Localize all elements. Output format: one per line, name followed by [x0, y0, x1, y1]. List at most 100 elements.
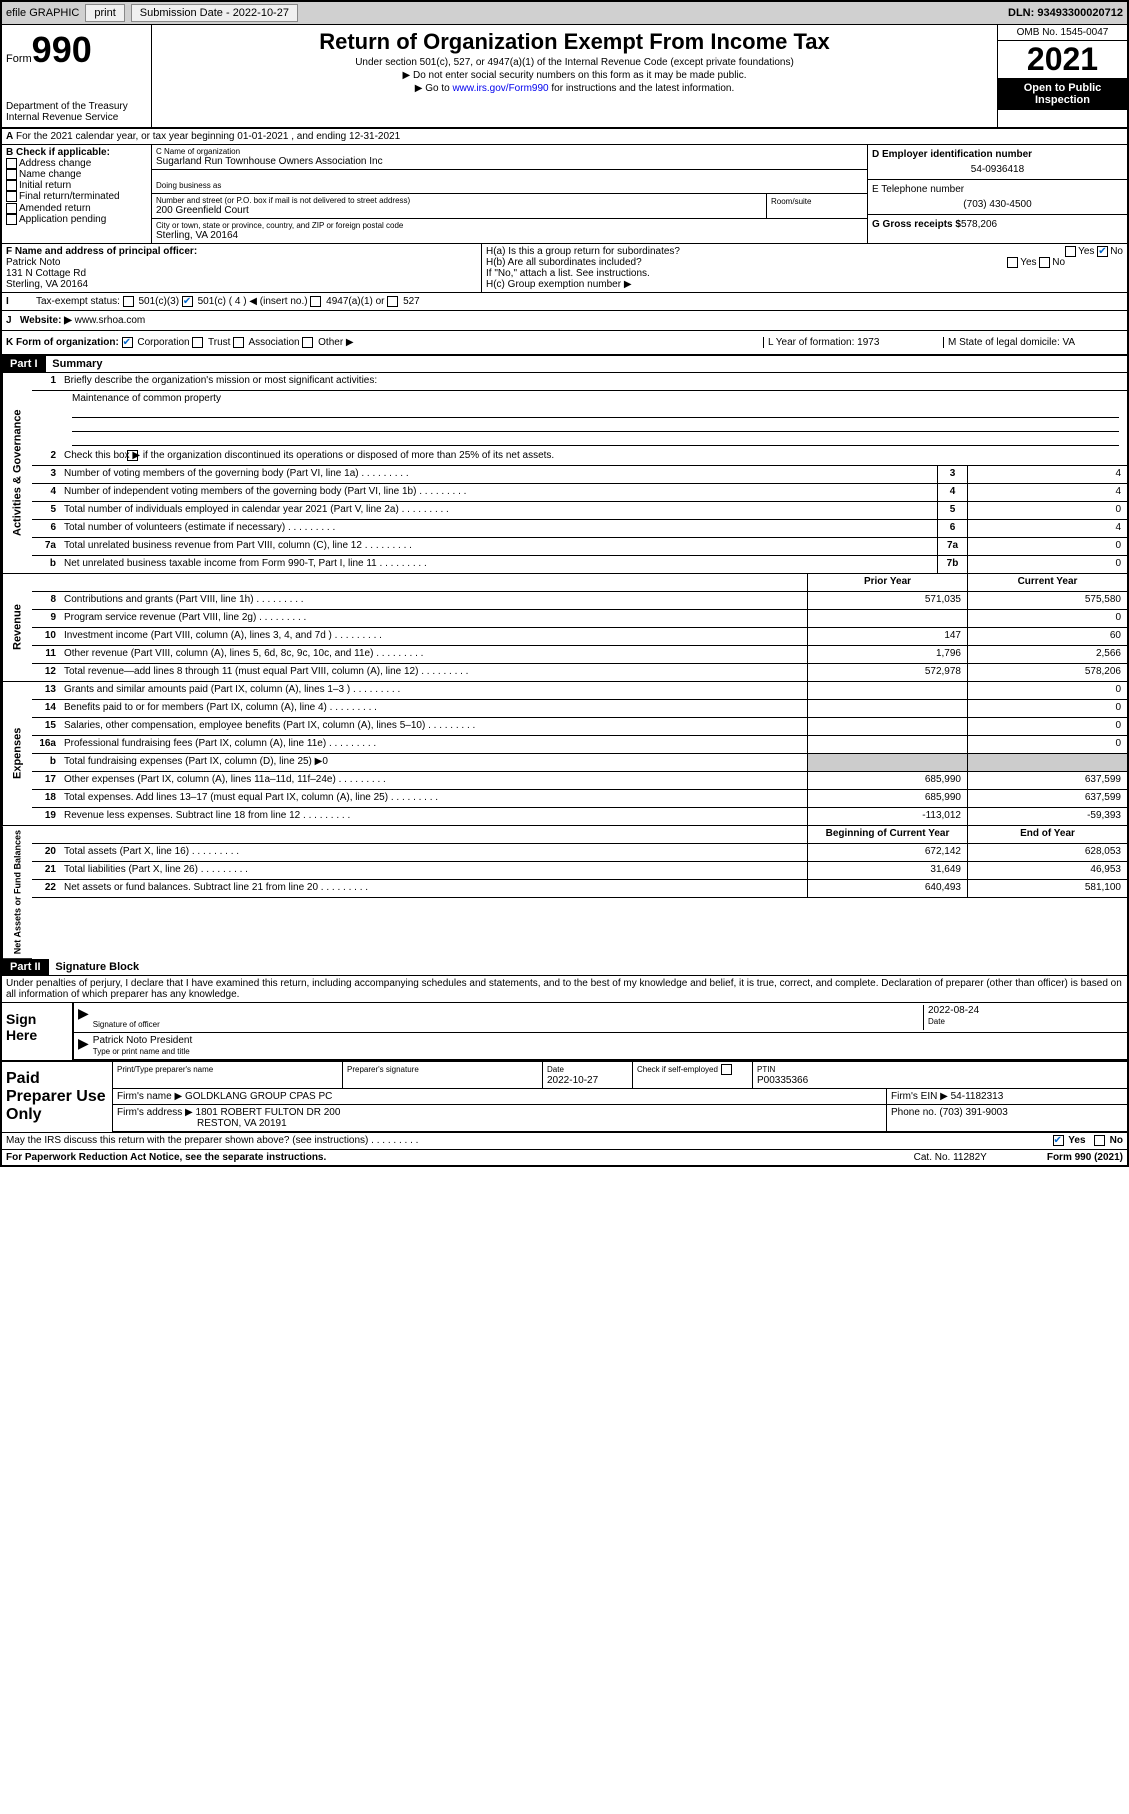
print-button[interactable]: print [85, 4, 124, 22]
tax-exempt-label: Tax-exempt status: [36, 296, 120, 307]
addr-label: Number and street (or P.O. box if mail i… [156, 196, 762, 205]
perjury-declaration: Under penalties of perjury, I declare th… [2, 976, 1127, 1003]
opt-trust: Trust [208, 337, 230, 348]
hc-label: H(c) Group exemption number ▶ [486, 279, 1123, 290]
opt-final: Final return/terminated [19, 192, 120, 203]
sign-here-label: Sign Here [2, 1003, 72, 1060]
row-a-text: For the 2021 calendar year, or tax year … [16, 131, 400, 142]
opt-other: Other ▶ [318, 337, 353, 348]
opt-address: Address change [19, 158, 91, 169]
checkbox-corp[interactable] [122, 337, 133, 348]
form-number: 990 [32, 29, 92, 70]
no-label: No [1110, 246, 1123, 257]
dept-label: Department of the Treasury [6, 101, 147, 112]
checkbox-4947[interactable] [310, 296, 321, 307]
website-url: www.srhoa.com [75, 315, 146, 326]
prior-year-hdr: Prior Year [807, 574, 967, 591]
form-title: Return of Organization Exempt From Incom… [156, 29, 993, 55]
check-self-emp: Check if self-employed [637, 1066, 718, 1075]
submission-date: Submission Date - 2022-10-27 [131, 4, 298, 22]
paid-preparer-label: Paid Preparer Use Only [2, 1062, 112, 1132]
checkbox-ha-no[interactable] [1097, 246, 1108, 257]
checkbox-ha-yes[interactable] [1065, 246, 1076, 257]
tab-revenue: Revenue [2, 574, 32, 682]
checkbox-hb-no[interactable] [1039, 257, 1050, 268]
prep-sig-label: Preparer's signature [347, 1065, 419, 1074]
state-domicile: M State of legal domicile: VA [943, 337, 1123, 348]
hb-label: H(b) Are all subordinates included? [486, 257, 642, 268]
checkbox-final[interactable] [6, 191, 17, 202]
tab-governance: Activities & Governance [2, 373, 32, 574]
firm-addr-label: Firm's address ▶ [117, 1107, 193, 1118]
no-label2: No [1052, 257, 1065, 268]
gross-receipts: 578,206 [961, 219, 997, 230]
e-label: E Telephone number [872, 184, 964, 195]
opt-name: Name change [19, 169, 81, 180]
arrow-icon-2: ▶ [78, 1035, 89, 1057]
name-title-label: Type or print name and title [93, 1047, 190, 1056]
checkbox-501c[interactable] [182, 296, 193, 307]
may-irs-text: May the IRS discuss this return with the… [6, 1135, 368, 1146]
city-state-zip: Sterling, VA 20164 [156, 230, 863, 241]
org-name: Sugarland Run Townhouse Owners Associati… [156, 156, 863, 167]
checkbox-line2[interactable] [127, 450, 138, 461]
checkbox-initial[interactable] [6, 180, 17, 191]
efile-label: efile GRAPHIC [6, 7, 79, 19]
part1-header: Part I [2, 356, 46, 372]
firm-ein-label: Firm's EIN ▶ [891, 1091, 948, 1102]
checkbox-irs-no[interactable] [1094, 1135, 1105, 1146]
part1-title: Summary [48, 356, 106, 372]
prep-name-label: Print/Type preparer's name [117, 1065, 213, 1074]
yes-label: Yes [1078, 246, 1094, 257]
year-formation: L Year of formation: 1973 [763, 337, 943, 348]
checkbox-address-change[interactable] [6, 158, 17, 169]
goto-pre: ▶ Go to [415, 83, 453, 94]
ha-label: H(a) Is this a group return for subordin… [486, 246, 680, 257]
prep-date: 2022-10-27 [547, 1075, 598, 1086]
checkbox-hb-yes[interactable] [1007, 257, 1018, 268]
officer-addr2: Sterling, VA 20164 [6, 279, 477, 290]
date-label: Date [928, 1017, 945, 1026]
checkbox-self-employed[interactable] [721, 1064, 732, 1075]
firm-name-label: Firm's name ▶ [117, 1091, 182, 1102]
checkbox-name-change[interactable] [6, 169, 17, 180]
irs-yes: Yes [1068, 1136, 1085, 1147]
cat-number: Cat. No. 11282Y [914, 1152, 987, 1163]
checkbox-irs-yes[interactable] [1053, 1135, 1064, 1146]
opt-initial: Initial return [19, 180, 71, 191]
opt-501c: 501(c) ( 4 ) ◀ (insert no.) [198, 296, 308, 307]
opt-527: 527 [403, 296, 420, 307]
opt-pending: Application pending [19, 214, 106, 225]
tax-year: 2021 [998, 41, 1127, 78]
beg-year-hdr: Beginning of Current Year [807, 826, 967, 843]
c-label: C Name of organization [156, 147, 863, 156]
checkbox-amended[interactable] [6, 203, 17, 214]
g-label: G Gross receipts $ [872, 219, 961, 230]
ptin-label: PTIN [757, 1065, 775, 1074]
arrow-icon: ▶ [78, 1005, 89, 1030]
curr-year-hdr: Current Year [967, 574, 1127, 591]
form-ref: Form 990 (2021) [1047, 1152, 1123, 1163]
firm-addr2: RESTON, VA 20191 [197, 1118, 287, 1129]
ptin: P00335366 [757, 1075, 808, 1086]
checkbox-pending[interactable] [6, 214, 17, 225]
irs-link[interactable]: www.irs.gov/Form990 [452, 83, 548, 94]
f-label: F Name and address of principal officer: [6, 246, 197, 257]
b-label: B Check if applicable: [6, 147, 110, 158]
sig-officer-label: Signature of officer [93, 1020, 160, 1029]
checkbox-trust[interactable] [192, 337, 203, 348]
open-inspection: Open to Public Inspection [998, 78, 1127, 110]
checkbox-assoc[interactable] [233, 337, 244, 348]
form-page: efile GRAPHIC print Submission Date - 20… [0, 0, 1129, 1167]
part2-title: Signature Block [51, 959, 143, 975]
opt-4947: 4947(a)(1) or [326, 296, 384, 307]
part2-header: Part II [2, 959, 49, 975]
firm-phone-label: Phone no. [891, 1107, 937, 1118]
subtitle-1: Under section 501(c), 527, or 4947(a)(1)… [156, 57, 993, 68]
telephone: (703) 430-4500 [872, 199, 1123, 210]
topbar: efile GRAPHIC print Submission Date - 20… [2, 2, 1127, 25]
dln: DLN: 93493300020712 [1008, 7, 1123, 19]
checkbox-other[interactable] [302, 337, 313, 348]
checkbox-527[interactable] [387, 296, 398, 307]
checkbox-501c3[interactable] [123, 296, 134, 307]
